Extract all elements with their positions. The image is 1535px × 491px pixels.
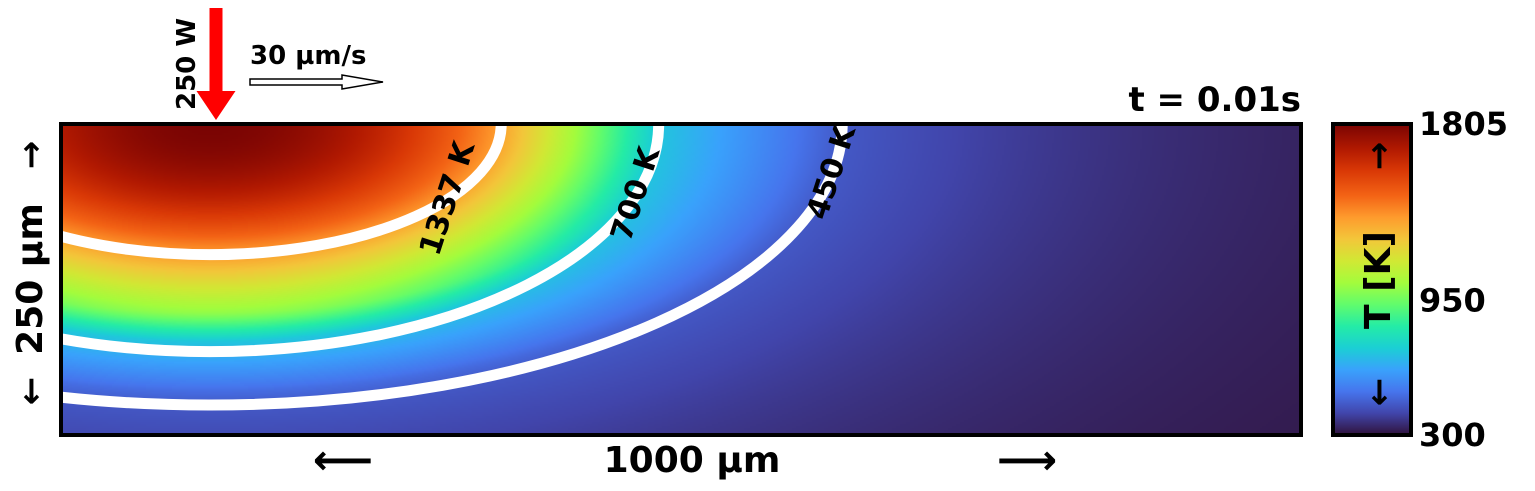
- laser-arrow-head: [196, 91, 236, 120]
- y-axis-label-group: ← 250 µm →: [10, 141, 51, 406]
- colorbar-tick-300: 300: [1419, 416, 1486, 454]
- chart-title: t = 0.01s: [1128, 80, 1301, 120]
- x-axis-arrow-left: ⟵: [313, 435, 373, 484]
- scan-speed-label: 30 µm/s: [250, 41, 366, 71]
- laser-indicator: 250 W: [172, 8, 236, 120]
- colorbar-gradient: [1333, 124, 1411, 435]
- x-axis-label: 1000 µm: [604, 440, 781, 481]
- colorbar-frame: [1331, 122, 1413, 437]
- contour-line-700: [61, 124, 665, 358]
- plot-frame: [59, 122, 1303, 437]
- colorbar-tick-950: 950: [1419, 282, 1486, 320]
- contour-lines: [61, 124, 848, 411]
- colorbar-label: T [K]: [1358, 231, 1399, 329]
- scan-direction: 30 µm/s: [249, 41, 384, 90]
- colorbar-arrow-down: ←: [1359, 378, 1399, 407]
- y-axis-arrow-up: →: [11, 141, 51, 170]
- heatmap-field: [61, 124, 1301, 435]
- contour-line-450: [61, 124, 848, 411]
- y-axis-arrow-down: ←: [11, 377, 51, 406]
- x-axis-arrow-right: ⟶: [997, 435, 1057, 484]
- colorbar-arrow-up: →: [1359, 142, 1399, 171]
- scan-direction-arrow-icon: [249, 74, 384, 90]
- temperature-field-image: [61, 124, 1301, 435]
- contour-line-1337: [61, 124, 507, 261]
- colorbar: ← T [K] → 1805 950 300: [1331, 105, 1508, 454]
- laser-arrow-shaft: [209, 8, 223, 92]
- y-axis-label: 250 µm: [10, 203, 51, 355]
- laser-power-label: 250 W: [172, 18, 202, 110]
- colorbar-tick-1805: 1805: [1419, 105, 1508, 143]
- colorbar-ticks: 1805 950 300: [1419, 105, 1508, 454]
